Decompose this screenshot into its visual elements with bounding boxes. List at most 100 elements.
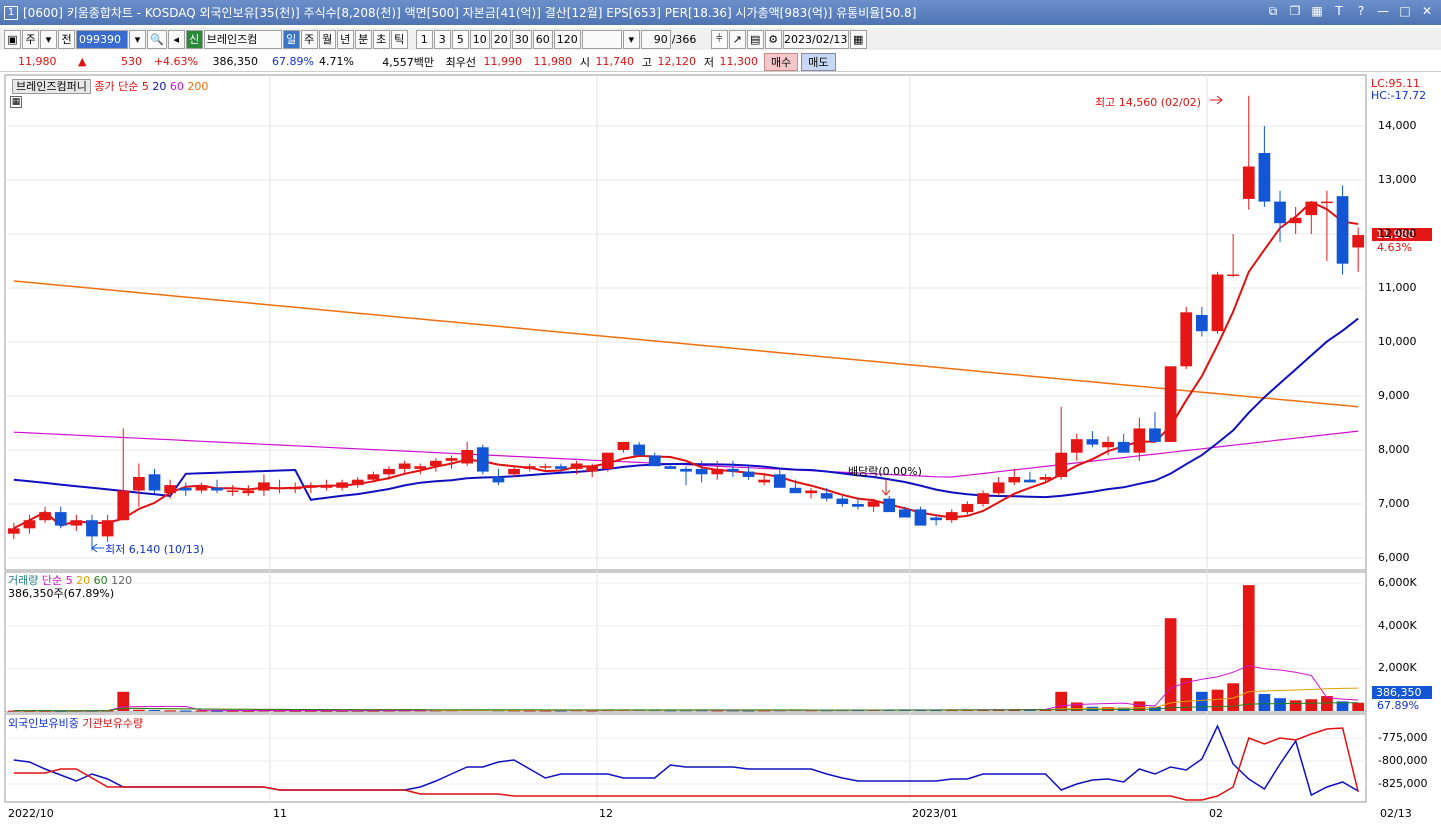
candle — [70, 520, 83, 526]
investor-tick-label: -800,000 — [1378, 754, 1428, 767]
sell-button[interactable]: 매도 — [801, 52, 836, 71]
candle — [789, 487, 802, 494]
up-arrow-icon: ▲ — [78, 55, 87, 68]
candle — [742, 471, 755, 477]
high-arrow — [1210, 95, 1223, 105]
candle — [1274, 201, 1286, 224]
tab-year[interactable]: 년 — [336, 29, 354, 49]
volume-bar — [1305, 699, 1318, 711]
candle-icon[interactable]: ⫩ — [710, 29, 728, 49]
candle — [54, 512, 67, 526]
font-icon[interactable]: T — [1335, 4, 1343, 18]
low-arrow — [91, 543, 104, 553]
lc-value: LC:95.11 — [1371, 77, 1421, 90]
prev-button[interactable]: 전 — [58, 29, 75, 49]
candle — [336, 482, 348, 488]
candle — [1024, 479, 1036, 483]
gear-icon[interactable]: ⚙ — [764, 29, 782, 49]
code-dropdown-icon[interactable]: ▾ — [129, 29, 146, 49]
candle — [351, 479, 364, 486]
candle — [164, 485, 176, 494]
chart-svg[interactable] — [0, 74, 1441, 829]
period-select[interactable]: 주 — [22, 29, 39, 49]
interval-dropdown-icon[interactable]: ▾ — [622, 29, 640, 49]
volume-bar — [1133, 701, 1146, 711]
volume-value: 386,350주(67.89%) — [8, 587, 115, 600]
sound-icon[interactable]: ◂ — [167, 29, 185, 49]
grid-toggle-icon[interactable]: ▦ — [10, 96, 22, 108]
interval-120[interactable]: 120 — [553, 29, 581, 49]
candle — [1321, 201, 1333, 204]
volume-bar — [304, 710, 317, 712]
volume-bar — [148, 709, 161, 711]
layout-icon[interactable]: ⧉ — [1268, 4, 1278, 18]
tab-day[interactable]: 일 — [282, 29, 300, 49]
minimize-icon[interactable]: — — [1377, 4, 1389, 18]
date-tick-label: 2023/01 — [912, 807, 958, 820]
interval-3[interactable]: 3 — [433, 29, 451, 49]
close-icon[interactable]: ✕ — [1421, 4, 1433, 18]
ma200-legend: 200 — [187, 80, 209, 93]
volume-bar — [539, 710, 552, 712]
save-icon[interactable]: ▤ — [746, 29, 764, 49]
candle — [1242, 166, 1255, 199]
candle — [664, 466, 677, 469]
view-count-input[interactable]: 90 — [640, 29, 671, 49]
tab-week[interactable]: 주 — [300, 29, 318, 49]
candle — [101, 520, 114, 537]
candle — [867, 501, 880, 507]
candle — [226, 490, 239, 492]
draw-icon[interactable]: ↗ — [728, 29, 746, 49]
buy-button[interactable]: 매수 — [764, 52, 799, 71]
interval-30[interactable]: 30 — [511, 29, 532, 49]
high-annotation: 최고 14,560 (02/02) — [1095, 96, 1202, 109]
maximize-icon[interactable]: □ — [1399, 4, 1411, 18]
candle — [304, 485, 317, 488]
chart-area[interactable]: 브레인즈컴퍼니 종가 단순 5 20 60 200 ▦ LC:95.11 HC:… — [0, 74, 1441, 832]
candle — [1352, 235, 1365, 248]
tab-minute[interactable]: 분 — [354, 29, 372, 49]
shin-badge[interactable]: 신 — [185, 29, 203, 49]
volume-bar — [226, 710, 239, 712]
candle — [1102, 441, 1114, 448]
interval-1[interactable]: 1 — [415, 29, 433, 49]
interval-20[interactable]: 20 — [490, 29, 511, 49]
high-label: 고 — [641, 55, 652, 69]
candle — [773, 474, 786, 488]
volume-bar — [727, 710, 739, 712]
candle — [148, 474, 161, 491]
interval-input[interactable] — [581, 29, 622, 49]
search-icon[interactable]: 🔍 — [147, 29, 167, 49]
period-dropdown-icon[interactable]: ▾ — [40, 29, 57, 49]
tab-month[interactable]: 월 — [318, 29, 336, 49]
interval-60[interactable]: 60 — [532, 29, 553, 49]
candle — [1055, 452, 1068, 477]
tab-second[interactable]: 초 — [372, 29, 390, 49]
interval-5[interactable]: 5 — [451, 29, 469, 49]
candle — [945, 512, 958, 521]
tile-icon[interactable]: ▦ — [1311, 4, 1323, 18]
candle — [570, 463, 583, 469]
date-tick-label: 02/13 — [1380, 807, 1412, 820]
ma20-legend: 20 — [152, 80, 167, 93]
price-tick-label: 14,000 — [1378, 119, 1417, 132]
tab-tick[interactable]: 틱 — [390, 29, 408, 49]
volume-bar — [164, 710, 176, 712]
volume-bar — [555, 710, 567, 712]
help-icon[interactable]: ? — [1357, 4, 1365, 18]
restore-window-icon[interactable]: ❐ — [1289, 4, 1301, 18]
candle — [648, 455, 661, 467]
last-price-marker: 11,980 — [1372, 228, 1432, 241]
best-quote-label: 최우선 — [445, 55, 476, 69]
stock-code-input[interactable]: 099390 — [76, 29, 128, 49]
chart-menu-icon[interactable]: ▣ — [4, 29, 21, 49]
ma20-line — [13, 317, 1359, 501]
volume-legend: 거래량 — [8, 574, 39, 587]
date-input[interactable]: 2023/02/13 — [782, 29, 849, 49]
candle — [117, 490, 130, 521]
price-tick-label: 9,000 — [1378, 389, 1410, 402]
volume-bar — [1102, 707, 1114, 711]
calendar-icon[interactable]: ▦ — [849, 29, 867, 49]
volume-last-pct: 67.89% — [1377, 699, 1419, 712]
interval-10[interactable]: 10 — [469, 29, 490, 49]
